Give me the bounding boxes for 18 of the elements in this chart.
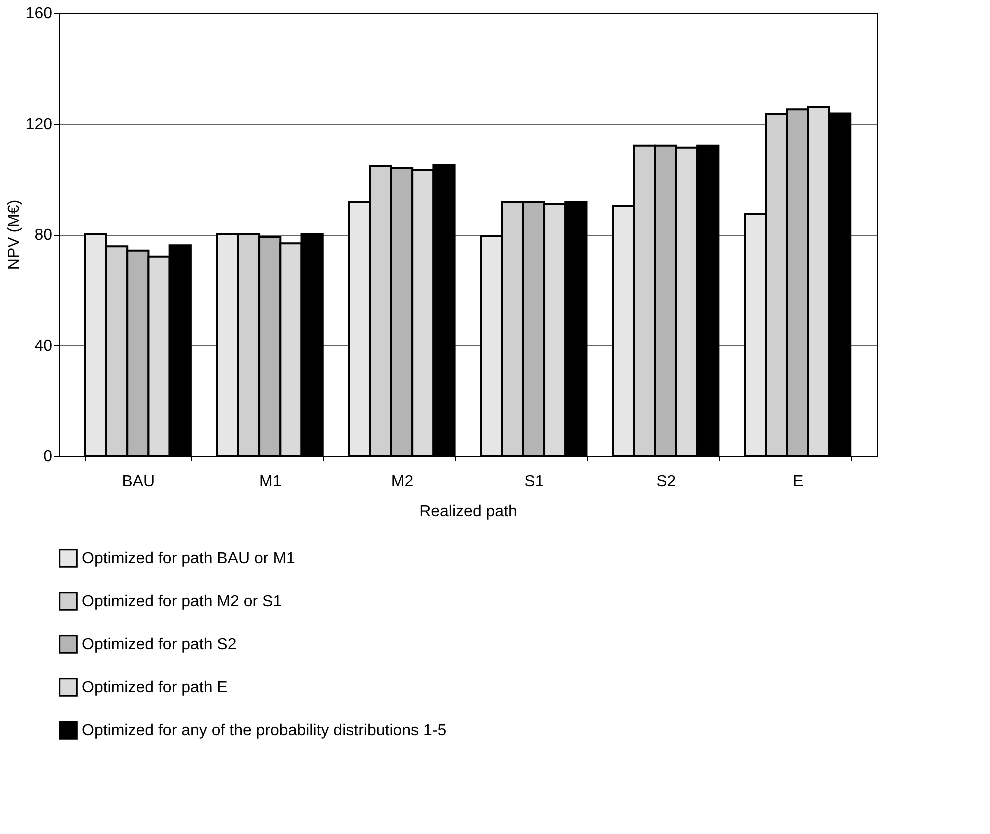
legend-label: Optimized for path E	[82, 680, 228, 696]
x-tick-label: M1	[259, 474, 282, 490]
x-tick-label: S1	[524, 474, 544, 490]
x-tick-label: E	[793, 474, 804, 490]
x-axis-title: Realized path	[420, 504, 518, 520]
legend-label: Optimized for any of the probability distributions 1-5	[82, 722, 447, 740]
y-tick-label: 120	[26, 116, 53, 134]
y-axis-title: NPV (M€)	[6, 200, 23, 270]
legend-label: Optimized for path BAU or M1	[82, 550, 296, 568]
y-tick-label: 40	[34, 338, 53, 355]
y-tick-label: 80	[34, 227, 53, 244]
x-tick-label: BAU	[122, 474, 156, 490]
x-tick-label: M2	[391, 474, 414, 490]
y-tick-label: 0	[44, 448, 53, 466]
y-tick-label: 160	[26, 6, 53, 22]
legend-label: Optimized for path S2	[82, 636, 237, 654]
legend-label: Optimized for path M2 or S1	[82, 594, 282, 610]
x-tick-label: S2	[656, 474, 676, 490]
